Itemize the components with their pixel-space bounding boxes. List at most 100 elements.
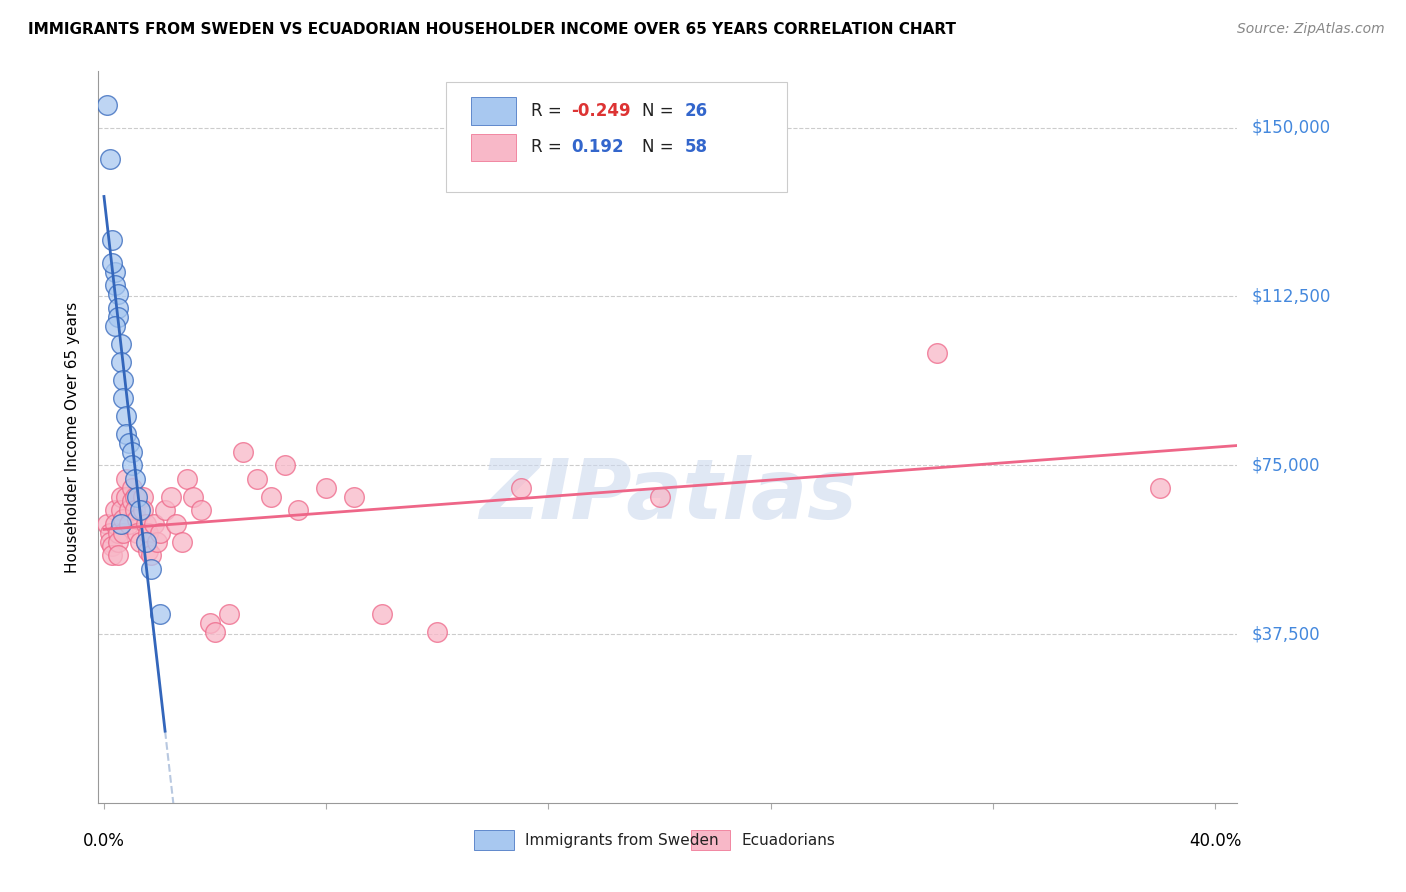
Point	[135, 534, 157, 549]
Point	[148, 525, 170, 540]
Point	[232, 444, 254, 458]
Point	[135, 534, 157, 549]
Point	[101, 539, 124, 553]
Point	[176, 472, 198, 486]
FancyBboxPatch shape	[474, 830, 515, 850]
Point	[426, 624, 449, 639]
Point	[107, 548, 129, 562]
FancyBboxPatch shape	[471, 134, 516, 161]
Point	[129, 534, 152, 549]
Text: 0.0%: 0.0%	[83, 832, 125, 850]
Point	[198, 615, 221, 630]
Text: Ecuadorians: Ecuadorians	[742, 832, 835, 847]
Text: $112,500: $112,500	[1251, 287, 1330, 305]
Text: Immigrants from Sweden: Immigrants from Sweden	[526, 832, 718, 847]
Point	[107, 287, 129, 301]
Point	[190, 503, 212, 517]
Text: N =: N =	[641, 138, 679, 156]
Point	[127, 512, 149, 526]
Point	[124, 472, 146, 486]
Point	[121, 458, 143, 473]
Text: -0.249: -0.249	[571, 102, 631, 120]
Point	[315, 481, 337, 495]
Point	[110, 516, 132, 531]
Text: R =: R =	[531, 138, 567, 156]
Point	[101, 548, 124, 562]
Point	[107, 310, 129, 324]
Point	[121, 444, 143, 458]
Text: 58: 58	[685, 138, 709, 156]
Text: Source: ZipAtlas.com: Source: ZipAtlas.com	[1237, 22, 1385, 37]
Point	[371, 607, 394, 621]
Point	[127, 490, 149, 504]
Point	[287, 503, 309, 517]
Point	[101, 233, 124, 247]
Point	[115, 490, 138, 504]
Text: ZIPatlas: ZIPatlas	[479, 455, 856, 536]
Point	[218, 607, 240, 621]
FancyBboxPatch shape	[471, 97, 516, 125]
Point	[96, 98, 118, 112]
Point	[509, 481, 531, 495]
Point	[112, 525, 135, 540]
Point	[132, 503, 155, 517]
Point	[98, 152, 121, 166]
Point	[104, 265, 127, 279]
Point	[165, 516, 187, 531]
Point	[145, 534, 167, 549]
Point	[153, 503, 176, 517]
Point	[96, 516, 118, 531]
Point	[101, 255, 124, 269]
Point	[118, 516, 141, 531]
Point	[129, 503, 152, 517]
Point	[104, 503, 127, 517]
Point	[124, 490, 146, 504]
Point	[148, 607, 170, 621]
Point	[98, 534, 121, 549]
Point	[107, 301, 129, 315]
Point	[1149, 481, 1171, 495]
Point	[110, 336, 132, 351]
Point	[118, 435, 141, 450]
Point	[112, 512, 135, 526]
FancyBboxPatch shape	[446, 82, 787, 192]
Text: $37,500: $37,500	[1251, 625, 1320, 643]
Point	[159, 490, 181, 504]
Point	[107, 534, 129, 549]
Point	[259, 490, 281, 504]
Point	[110, 503, 132, 517]
Point	[118, 503, 141, 517]
Y-axis label: Householder Income Over 65 years: Householder Income Over 65 years	[65, 301, 80, 573]
Point	[124, 503, 146, 517]
Point	[143, 516, 166, 531]
Point	[121, 494, 143, 508]
Point	[115, 472, 138, 486]
Text: 0.192: 0.192	[571, 138, 624, 156]
Point	[115, 426, 138, 441]
Text: $75,000: $75,000	[1251, 456, 1320, 475]
Point	[121, 481, 143, 495]
Point	[246, 472, 269, 486]
Point	[115, 409, 138, 423]
Point	[141, 548, 163, 562]
Text: R =: R =	[531, 102, 567, 120]
Text: IMMIGRANTS FROM SWEDEN VS ECUADORIAN HOUSEHOLDER INCOME OVER 65 YEARS CORRELATIO: IMMIGRANTS FROM SWEDEN VS ECUADORIAN HOU…	[28, 22, 956, 37]
Point	[927, 345, 949, 359]
Point	[104, 278, 127, 293]
Point	[204, 624, 226, 639]
Point	[98, 525, 121, 540]
Point	[141, 562, 163, 576]
Point	[135, 516, 157, 531]
Point	[107, 525, 129, 540]
Text: N =: N =	[641, 102, 679, 120]
Point	[138, 525, 160, 540]
Text: 26: 26	[685, 102, 709, 120]
Point	[343, 490, 366, 504]
Point	[138, 543, 160, 558]
Text: $150,000: $150,000	[1251, 119, 1330, 136]
Point	[170, 534, 193, 549]
Point	[132, 490, 155, 504]
Text: 40.0%: 40.0%	[1189, 832, 1241, 850]
FancyBboxPatch shape	[690, 830, 731, 850]
Point	[104, 318, 127, 333]
